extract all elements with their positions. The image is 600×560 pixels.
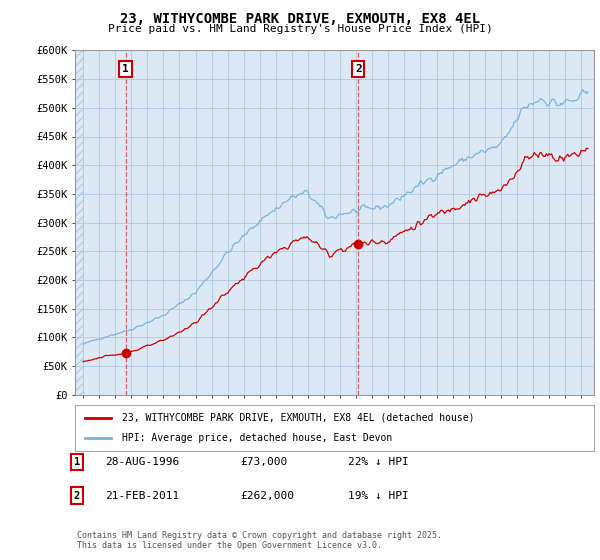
- Text: 21-FEB-2011: 21-FEB-2011: [105, 491, 179, 501]
- Text: 1: 1: [122, 64, 129, 74]
- Text: HPI: Average price, detached house, East Devon: HPI: Average price, detached house, East…: [122, 433, 392, 443]
- Text: £262,000: £262,000: [240, 491, 294, 501]
- Text: 28-AUG-1996: 28-AUG-1996: [105, 457, 179, 467]
- Text: Price paid vs. HM Land Registry's House Price Index (HPI): Price paid vs. HM Land Registry's House …: [107, 24, 493, 34]
- Text: 19% ↓ HPI: 19% ↓ HPI: [348, 491, 409, 501]
- Text: 22% ↓ HPI: 22% ↓ HPI: [348, 457, 409, 467]
- Text: 2: 2: [355, 64, 362, 74]
- Text: 1: 1: [74, 457, 80, 467]
- Text: 23, WITHYCOMBE PARK DRIVE, EXMOUTH, EX8 4EL (detached house): 23, WITHYCOMBE PARK DRIVE, EXMOUTH, EX8 …: [122, 413, 474, 423]
- Text: 2: 2: [74, 491, 80, 501]
- Text: 23, WITHYCOMBE PARK DRIVE, EXMOUTH, EX8 4EL: 23, WITHYCOMBE PARK DRIVE, EXMOUTH, EX8 …: [120, 12, 480, 26]
- Text: £73,000: £73,000: [240, 457, 287, 467]
- Text: Contains HM Land Registry data © Crown copyright and database right 2025.
This d: Contains HM Land Registry data © Crown c…: [77, 531, 442, 550]
